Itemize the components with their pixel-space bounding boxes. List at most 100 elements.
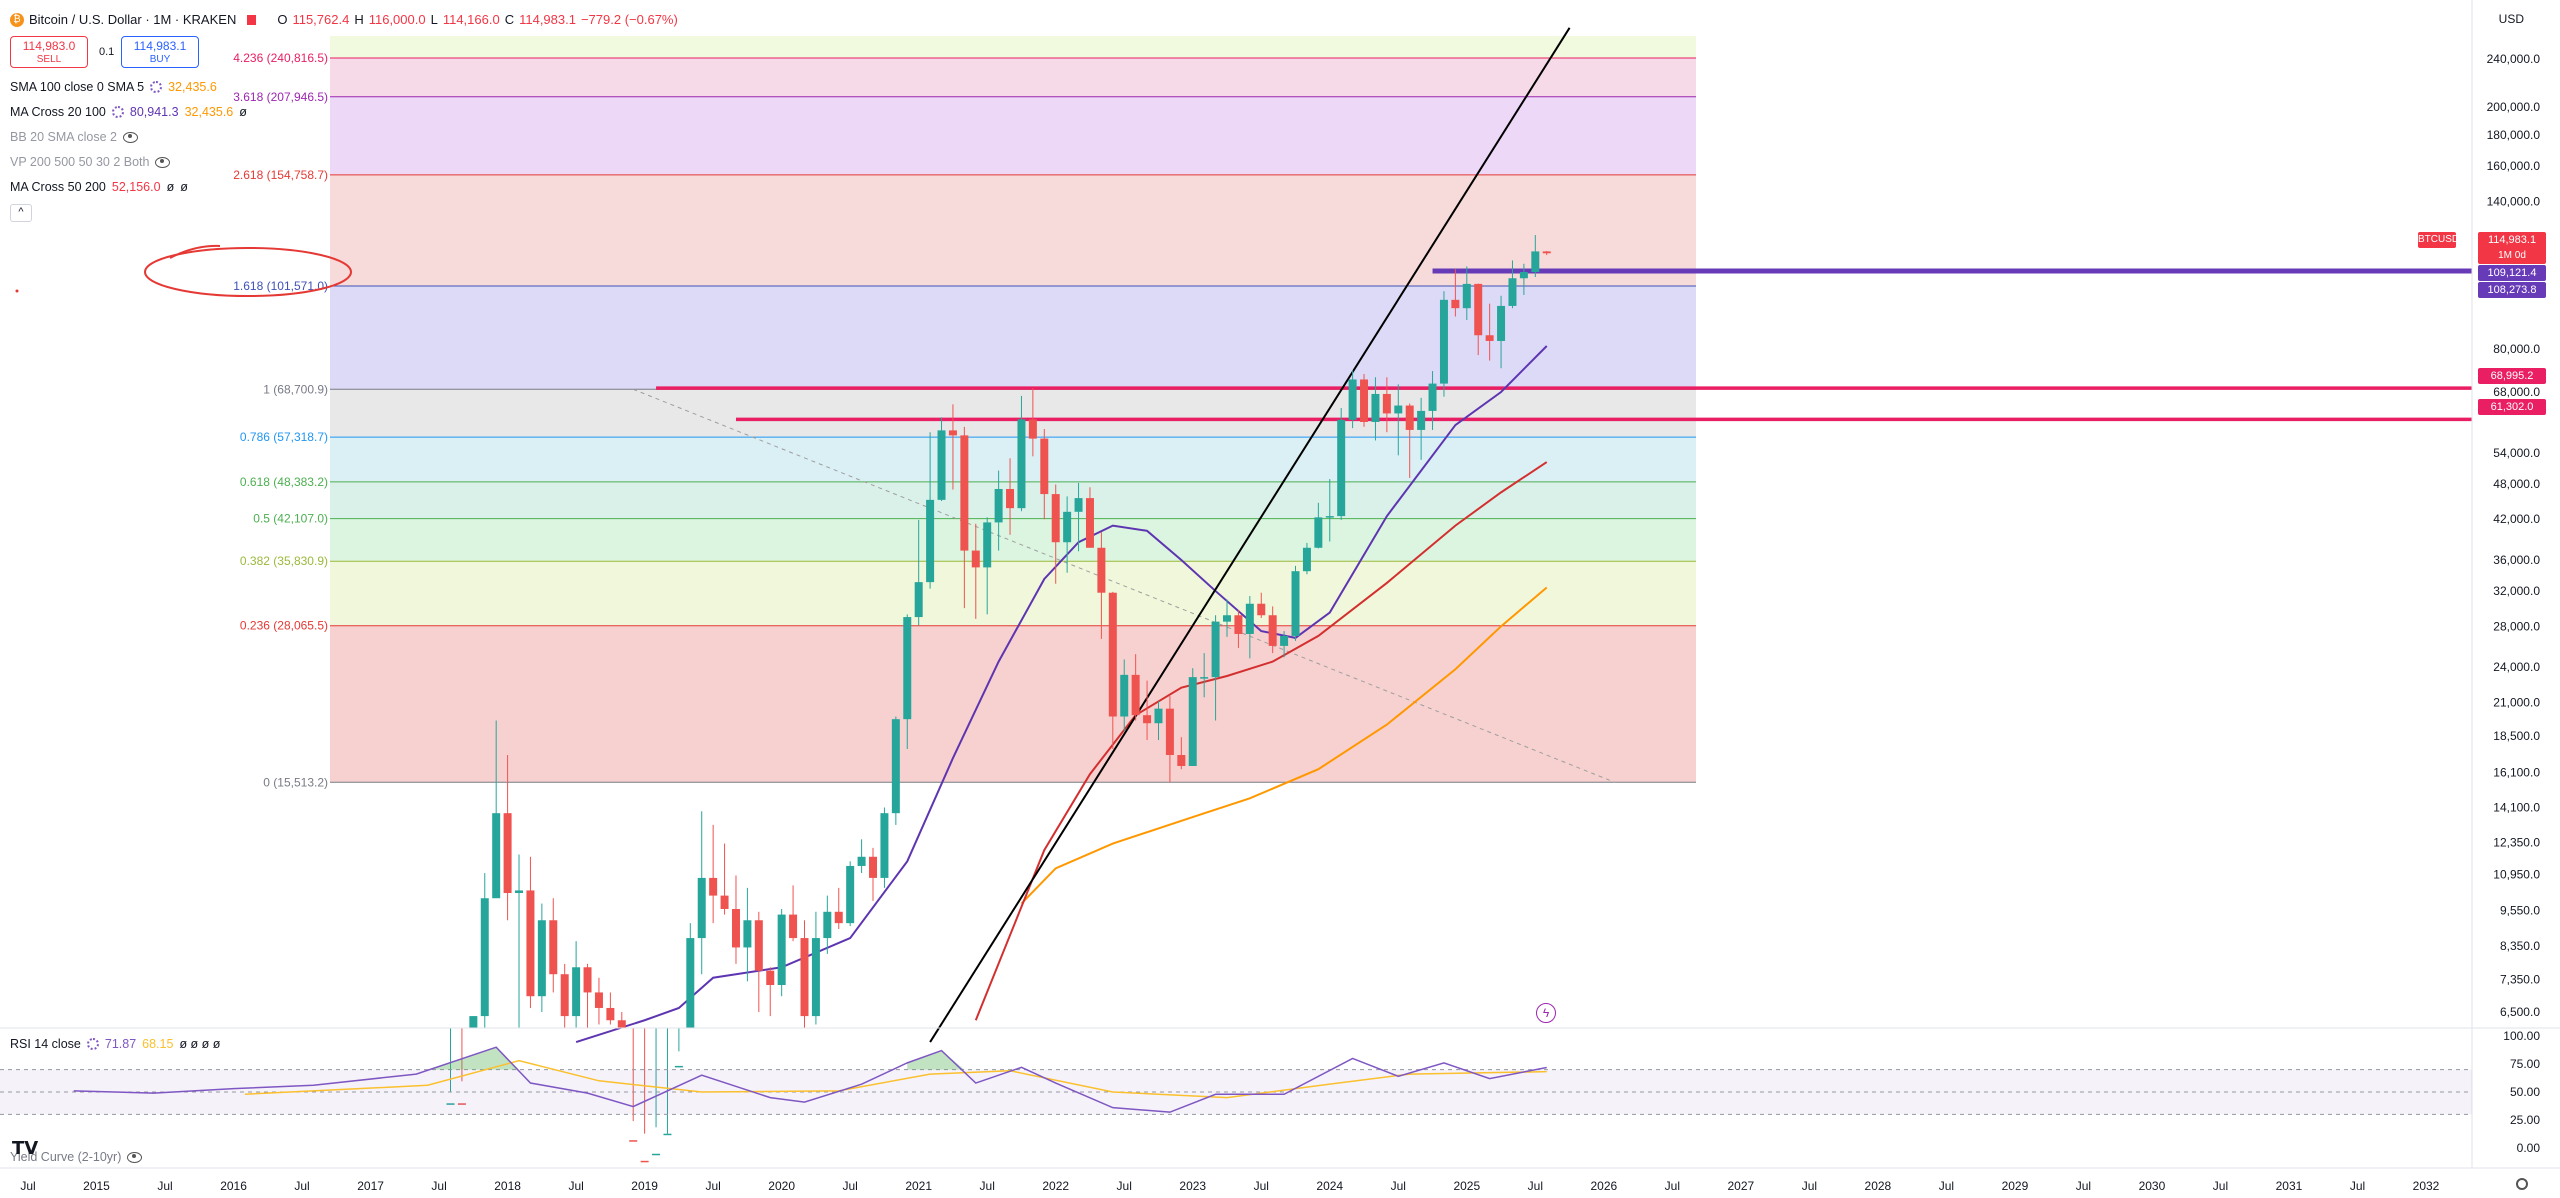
candle-body <box>1474 283 1483 336</box>
rsi-overbought-fill <box>427 1047 520 1070</box>
candle-body <box>1223 615 1231 622</box>
high-value: 116,000.0 <box>368 12 426 27</box>
sell-button[interactable]: 114,983.0 SELL <box>10 36 88 68</box>
price-axis-tick: 21,000.0 <box>2493 695 2540 709</box>
fib-label-0.236: 0.236 (28,065.5) <box>240 619 328 633</box>
candle-body <box>526 890 535 997</box>
indicator-bb-name: BB 20 SMA close 2 <box>10 130 118 144</box>
settings-icon[interactable] <box>111 106 124 118</box>
indicator-bb[interactable]: BB 20 SMA close 2 <box>10 130 139 144</box>
candle-body <box>709 877 718 896</box>
rsi-axis-tick: 75.00 <box>2510 1057 2540 1071</box>
spread-value: 0.1 <box>99 46 115 58</box>
indicator-ma50-value1: 52,156.0 <box>111 180 161 194</box>
candle-body <box>606 1007 615 1021</box>
buy-button[interactable]: 114,983.1 BUY <box>121 36 199 68</box>
fib-zone-3.618 <box>330 58 1696 97</box>
indicator-ma50-value3: ø <box>180 180 188 194</box>
price-axis-tick: 42,000.0 <box>2493 512 2540 526</box>
close-value: 114,983.1 <box>519 12 576 27</box>
rsi-legend[interactable]: RSI 14 close 71.87 68.15 ø ø ø ø <box>10 1037 220 1051</box>
hidden-eye-icon[interactable] <box>155 156 171 168</box>
time-axis-tick: 2017 <box>357 1179 384 1193</box>
indicator-ma20-value1: 80,941.3 <box>129 105 179 119</box>
black-trendline <box>929 27 1571 1043</box>
symbol-title[interactable]: Bitcoin / U.S. Dollar · 1M · KRAKEN <box>29 12 237 27</box>
last-price: 114,983.1 <box>2487 234 2537 246</box>
hidden-eye-icon[interactable] <box>127 1151 143 1163</box>
candle-body <box>880 813 889 878</box>
candle-body <box>857 856 866 866</box>
candle-body <box>1360 379 1369 422</box>
pink-level-2: 61,302.0 <box>2478 399 2546 415</box>
candle-body <box>846 865 855 924</box>
candle-body <box>674 1065 683 1068</box>
candle-body <box>1371 393 1380 422</box>
time-axis-tick: 2022 <box>1042 1179 1069 1193</box>
candle-body <box>811 938 820 1017</box>
indicator-ma-cross-50-200[interactable]: MA Cross 50 200 52,156.0 ø ø <box>10 180 188 194</box>
price-axis-tick: 24,000.0 <box>2493 660 2540 674</box>
fib-zone-0.236 <box>330 561 1696 626</box>
time-axis-tick: Jul <box>1939 1179 1954 1193</box>
candle-body <box>891 719 900 814</box>
candle-body <box>1280 635 1289 646</box>
candle-body <box>1428 383 1437 411</box>
currency-label[interactable]: USD <box>2498 12 2524 26</box>
last-price-box: 114,983.1 1M 0d <box>2478 232 2546 264</box>
candle-body <box>948 430 957 436</box>
indicator-sma100[interactable]: SMA 100 close 0 SMA 5 32,435.6 <box>10 80 217 94</box>
candle-body <box>1485 335 1494 341</box>
timeframe-countdown: 1M 0d <box>2498 250 2526 261</box>
time-axis-tick: Jul <box>1391 1179 1406 1193</box>
candle-body <box>1028 419 1037 439</box>
price-axis-tick: 18,500.0 <box>2493 729 2540 743</box>
candle-body <box>1302 547 1311 572</box>
fib-zone-top <box>330 36 1696 59</box>
candle-body <box>663 1133 672 1136</box>
rsi-ma-value: 68.15 <box>142 1037 174 1051</box>
candle-body <box>492 813 501 899</box>
collapse-indicators-button[interactable]: ^ <box>10 204 32 222</box>
sma100-line <box>1020 586 1548 905</box>
pink-level-1: 68,995.2 <box>2478 368 2546 384</box>
rsi-axis-tick: 100.00 <box>2503 1029 2540 1043</box>
candle-body <box>1211 621 1220 678</box>
settings-icon[interactable] <box>150 81 163 93</box>
candle-body <box>754 920 763 971</box>
hidden-eye-icon[interactable] <box>123 131 139 143</box>
candle-body <box>1497 305 1506 341</box>
indicator-ma20-value3: ø <box>239 105 247 119</box>
price-axis-tick: 12,350.0 <box>2493 835 2540 849</box>
low-value: 114,166.0 <box>442 12 500 27</box>
yield-curve-name: Yield Curve (2-10yr) <box>10 1150 122 1164</box>
close-label: C <box>504 12 515 27</box>
yield-curve-legend[interactable]: Yield Curve (2-10yr) <box>10 1150 143 1164</box>
rsi-axis-tick: 0.00 <box>2517 1141 2541 1155</box>
candle-body <box>1531 251 1540 273</box>
candle-body <box>869 856 878 878</box>
candle-body <box>697 877 706 939</box>
fib-label-0.382: 0.382 (35,830.9) <box>240 554 328 568</box>
candle-body <box>1177 755 1186 766</box>
indicator-ma-cross-20-100[interactable]: MA Cross 20 100 80,941.3 32,435.6 ø <box>10 105 247 119</box>
candle-body <box>457 1103 466 1105</box>
candle-body <box>1337 419 1346 517</box>
price-axis-tick: 140,000.0 <box>2487 194 2541 208</box>
candle-body <box>686 938 695 1028</box>
high-label: H <box>354 12 364 27</box>
indicator-vp[interactable]: VP 200 500 50 30 2 Both <box>10 155 171 169</box>
chart-settings-icon[interactable] <box>2516 1178 2528 1190</box>
settings-icon[interactable] <box>86 1038 99 1050</box>
time-axis-tick: 2020 <box>768 1179 795 1193</box>
candle-body <box>1394 405 1403 414</box>
price-axis-tick: 54,000.0 <box>2493 446 2540 460</box>
time-axis-tick: 2015 <box>83 1179 110 1193</box>
candle-body <box>1382 393 1391 414</box>
purple-level-1: 109,121.4 <box>2478 265 2546 281</box>
candle-body <box>1519 272 1528 279</box>
lightning-icon[interactable]: ϟ <box>1536 1003 1556 1023</box>
candle-body <box>1462 283 1471 309</box>
